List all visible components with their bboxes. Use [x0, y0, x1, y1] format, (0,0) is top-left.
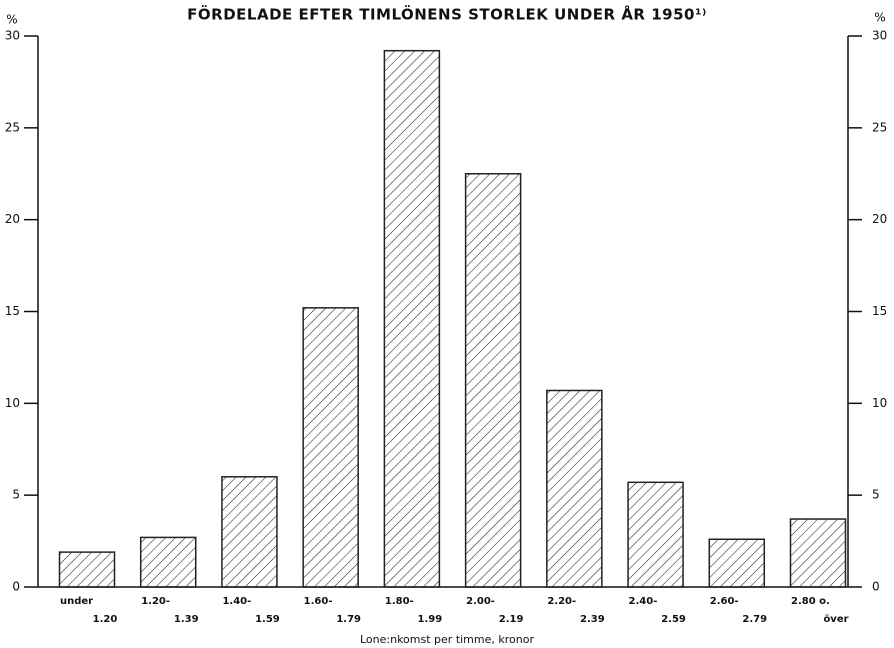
bar — [302, 307, 359, 588]
y2-tick-label: 10 — [872, 396, 887, 410]
y-tick-label: 5 — [12, 488, 20, 502]
bar — [546, 389, 603, 588]
x-tick-label: 1.60- — [304, 596, 333, 607]
bar — [58, 551, 116, 588]
y-tick-label: 10 — [5, 396, 20, 410]
x-axis-label: Lone:nkomst per timme, kronor — [360, 633, 534, 646]
x-tick-label: 2.40- — [629, 596, 658, 607]
x-tick-label: 1.39 — [174, 614, 199, 625]
y-tick-label: 0 — [12, 580, 20, 594]
bar — [627, 481, 684, 588]
bar — [139, 536, 197, 588]
bar — [383, 49, 441, 588]
bar — [789, 518, 847, 588]
y2-tick-label: 30 — [872, 29, 887, 43]
x-tick-label: 2.59 — [661, 614, 686, 625]
y-tick-label: 25 — [5, 120, 20, 134]
x-tick-label: 1.80- — [385, 596, 414, 607]
x-tick-label: 1.99 — [418, 614, 443, 625]
bar — [221, 476, 278, 588]
x-tick-label: 2.19 — [499, 614, 524, 625]
x-tick-label: 2.80 o. — [791, 596, 830, 607]
bar — [708, 538, 766, 588]
x-tick-label: 2.20- — [547, 596, 576, 607]
x-tick-label: 2.00- — [466, 596, 495, 607]
x-tick-label: 1.79 — [336, 614, 361, 625]
x-tick-label: 1.20 — [93, 614, 118, 625]
y-tick-label: 15 — [5, 304, 20, 318]
x-tick-label: 2.79 — [742, 614, 767, 625]
y2-axis-label: % — [874, 11, 885, 25]
x-tick-label: 1.40- — [222, 596, 251, 607]
x-tick-label: 1.59 — [255, 614, 280, 625]
x-tick-label: under — [60, 596, 93, 607]
x-tick-label: 1.20- — [141, 596, 170, 607]
y2-tick-label: 20 — [872, 212, 887, 226]
y-axis-label: % — [6, 13, 17, 27]
y-tick-label: 30 — [5, 29, 20, 43]
chart-title: FÖRDELADE EFTER TIMLÖNENS STORLEK UNDER … — [187, 5, 707, 24]
x-tick-label: 2.60- — [710, 596, 739, 607]
bar — [464, 173, 522, 588]
y2-tick-label: 0 — [872, 580, 880, 594]
x-tick-label: 2.39 — [580, 614, 605, 625]
x-tick-label: över — [823, 614, 848, 625]
y-tick-label: 20 — [5, 212, 20, 226]
y2-tick-label: 25 — [872, 120, 887, 134]
y2-tick-label: 15 — [872, 304, 887, 318]
y2-tick-label: 5 — [872, 488, 880, 502]
